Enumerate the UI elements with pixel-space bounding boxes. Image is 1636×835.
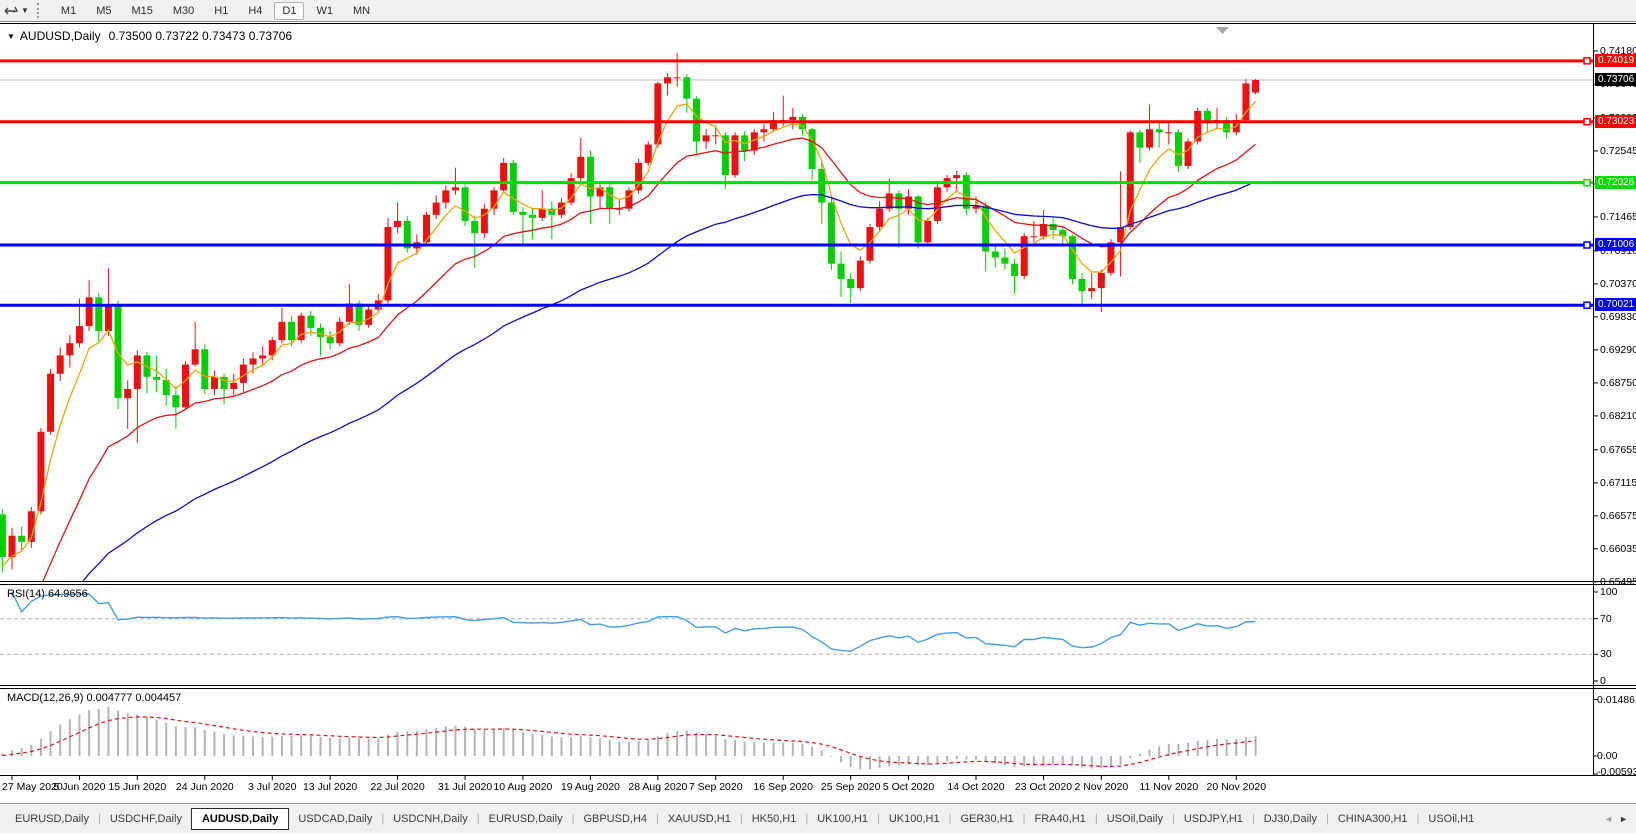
chart-tab-usdcnh-daily[interactable]: USDCNH,Daily <box>393 812 468 825</box>
timeframe-button-mn[interactable]: MN <box>352 4 371 17</box>
chart-tab-xauusd-h1[interactable]: XAUUSD,H1 <box>667 812 731 825</box>
tab-scroll-left-icon[interactable]: ◄ <box>1604 813 1614 824</box>
cursor-tool-icon[interactable] <box>2 4 20 18</box>
tab-divider: | <box>948 812 952 825</box>
chart-title: ▼ AUDUSD,Daily 0.73500 0.73722 0.73473 0.7… <box>7 29 292 43</box>
tool-dropdown-caret-icon[interactable]: ▼ <box>21 6 29 15</box>
chart-tab-usdjpy-h1[interactable]: USDJPY,H1 <box>1183 812 1243 825</box>
timeframe-button-w1[interactable]: W1 <box>316 4 333 17</box>
timeframe-buttons: M1 M5 M15 M30 H1 H4 D1 W1 MN <box>51 1 380 20</box>
chart-tab-usdchf-daily[interactable]: USDCHF,Daily <box>109 812 182 825</box>
chart-tab-eurusd-daily[interactable]: EURUSD,Daily <box>488 812 563 825</box>
chart-tab-bar: EURUSD,Daily | USDCHF,Daily AUDUSD,Daily USD… <box>0 803 1636 833</box>
tab-divider: | <box>571 812 575 825</box>
tab-divider: | <box>805 812 809 825</box>
timeframe-button-m30[interactable]: M30 <box>172 4 195 17</box>
chart-tab-ger30-h1[interactable]: GER30,H1 <box>960 812 1014 825</box>
tab-divider: | <box>476 812 480 825</box>
tab-divider: | <box>97 812 101 825</box>
tab-scroll-arrows: ◄ ► <box>1600 804 1632 833</box>
tab-divider: | <box>1416 812 1420 825</box>
chart-tab-hk50-h1[interactable]: HK50,H1 <box>751 812 797 825</box>
toolbar-grip[interactable] <box>36 3 43 18</box>
rsi-label: RSI(14) 64.9656 <box>7 588 88 600</box>
chart-tabs: EURUSD,Daily | USDCHF,Daily AUDUSD,Daily USD… <box>0 807 1483 830</box>
tab-scroll-right-icon[interactable]: ► <box>1619 813 1628 824</box>
tab-divider: | <box>1022 812 1026 825</box>
timeframe-button-h4[interactable]: H4 <box>248 4 263 17</box>
macd-label: MACD(12,26,9) 0.004777 0.004457 <box>7 692 182 704</box>
chart-tab-eurusd-daily[interactable]: EURUSD,Daily <box>15 812 89 825</box>
chart-tab-gbpusd-h4[interactable]: GBPUSD,H4 <box>583 812 648 825</box>
chart-tab-fra40-h1[interactable]: FRA40,H1 <box>1034 812 1086 825</box>
tab-divider: | <box>739 812 743 825</box>
tab-divider: | <box>656 812 659 825</box>
chart-ohlc-values: 0.73500 0.73722 0.73473 0.73706 <box>108 29 293 43</box>
timeframe-button-d1[interactable]: D1 <box>274 1 305 20</box>
title-collapse-icon[interactable]: ▼ <box>7 32 15 41</box>
chart-shift-marker-icon <box>1216 27 1229 34</box>
chart-tab-uk100-h1[interactable]: UK100,H1 <box>888 812 940 825</box>
timeframe-button-m1[interactable]: M1 <box>60 4 77 17</box>
timeframe-button-h1[interactable]: H1 <box>214 4 229 17</box>
chart-tab-china300-h1[interactable]: CHINA300,H1 <box>1337 812 1408 825</box>
tab-divider: | <box>1094 812 1098 825</box>
tab-divider: | <box>1251 812 1255 825</box>
chart-tab-dj30-daily[interactable]: DJ30,Daily <box>1263 812 1317 825</box>
tab-divider: | <box>876 812 880 825</box>
chart-tab-usoil-h1[interactable]: USOil,H1 <box>1428 812 1475 825</box>
chart-tab-uk100-h1[interactable]: UK100,H1 <box>817 812 868 825</box>
timeframe-button-m5[interactable]: M5 <box>96 4 112 17</box>
tab-divider: | <box>1171 812 1175 825</box>
toolbar: ▼ M1 M5 M15 M30 H1 H4 D1 W1 MN <box>0 0 1636 22</box>
chart-tab-usoil-daily[interactable]: USOil,Daily <box>1106 812 1163 825</box>
chart-symbol: AUDUSD,Daily <box>19 29 101 43</box>
chart-tab-usdcad-daily[interactable]: USDCAD,Daily <box>298 812 373 825</box>
chart-tab-audusd-daily[interactable]: AUDUSD,Daily <box>190 807 290 830</box>
tab-divider: | <box>381 812 385 825</box>
timeframe-button-m15[interactable]: M15 <box>131 4 153 17</box>
tab-divider: | <box>1325 812 1329 825</box>
